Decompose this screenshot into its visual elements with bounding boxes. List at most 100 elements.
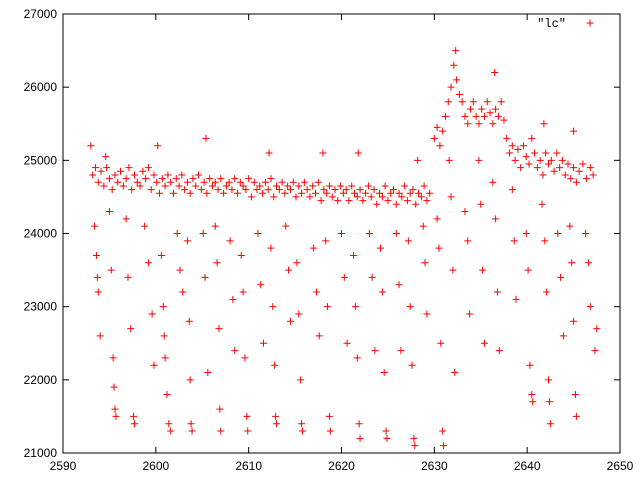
data-point: [202, 134, 210, 142]
data-point: [265, 149, 273, 157]
data-points: [87, 47, 601, 450]
data-point: [566, 222, 574, 230]
data-point: [557, 273, 565, 281]
data-point: [105, 208, 113, 216]
data-point: [477, 200, 485, 208]
data-point: [179, 288, 187, 296]
data-point: [382, 427, 390, 435]
data-point: [412, 200, 420, 208]
data-point: [439, 427, 447, 435]
data-point: [91, 222, 99, 230]
data-point: [483, 98, 491, 106]
data-point: [378, 288, 386, 296]
data-point: [144, 259, 152, 267]
data-point: [342, 186, 350, 194]
data-point: [324, 303, 332, 311]
data-point: [364, 182, 372, 190]
data-point: [334, 197, 342, 205]
data-point: [355, 420, 363, 428]
data-point: [350, 251, 358, 259]
data-point: [495, 347, 503, 355]
data-point: [522, 230, 530, 237]
y-tick-label: 25000: [24, 153, 58, 167]
data-point: [371, 347, 379, 355]
data-point: [397, 347, 405, 355]
data-point: [494, 112, 502, 120]
data-point: [245, 175, 253, 183]
y-tick-label: 24000: [24, 227, 58, 241]
data-point: [236, 178, 244, 186]
data-point: [284, 182, 292, 190]
data-point: [500, 116, 508, 124]
data-point: [306, 193, 314, 201]
data-point: [278, 178, 286, 186]
data-point: [508, 142, 516, 150]
data-point: [189, 175, 197, 183]
data-point: [167, 178, 175, 186]
data-point: [353, 354, 361, 362]
data-point: [231, 347, 239, 355]
data-point: [395, 281, 403, 289]
data-point: [383, 434, 391, 442]
x-tick-label: 2600: [142, 459, 169, 473]
data-point: [575, 167, 583, 175]
data-point: [545, 398, 553, 406]
data-point: [225, 178, 233, 186]
data-point: [164, 171, 172, 179]
data-point: [150, 171, 158, 179]
data-point: [567, 175, 575, 183]
data-point: [409, 186, 417, 194]
data-point: [584, 259, 592, 267]
data-point: [586, 303, 594, 311]
data-point: [348, 182, 356, 190]
data-point: [401, 182, 409, 190]
data-point: [208, 182, 216, 190]
data-point: [267, 244, 275, 252]
data-point: [370, 186, 378, 194]
data-point: [315, 332, 323, 340]
data-point: [398, 193, 406, 201]
data-point: [546, 420, 554, 428]
x-axis: 2590 2600 2610 2620 2630 2640 2650: [50, 14, 634, 473]
data-point: [259, 189, 267, 197]
data-point: [421, 259, 429, 267]
data-point: [270, 193, 278, 201]
data-point: [211, 222, 219, 230]
legend-marker: [586, 19, 594, 27]
data-point: [192, 182, 200, 190]
data-point: [197, 186, 205, 194]
x-tick-label: 2650: [607, 459, 634, 473]
data-point: [492, 215, 500, 223]
data-point: [286, 317, 294, 325]
data-point: [542, 149, 550, 157]
data-point: [261, 178, 269, 186]
data-point: [559, 332, 567, 340]
data-point: [328, 193, 336, 201]
data-point: [331, 186, 339, 194]
data-point: [231, 175, 239, 183]
data-point: [451, 369, 459, 377]
data-point: [105, 175, 113, 183]
data-point: [387, 189, 395, 197]
data-point: [480, 339, 488, 347]
data-point: [531, 149, 539, 157]
data-point: [417, 193, 425, 201]
data-point: [124, 273, 132, 281]
data-point: [489, 120, 497, 128]
data-point: [130, 420, 138, 428]
data-point: [522, 153, 530, 161]
data-point: [437, 339, 445, 347]
data-point: [103, 164, 111, 172]
data-point: [130, 412, 138, 420]
data-point: [356, 186, 364, 194]
data-point: [158, 175, 166, 183]
legend-label: "lc": [537, 17, 566, 31]
data-point: [586, 164, 594, 172]
data-point: [295, 310, 303, 318]
data-point: [529, 398, 537, 406]
data-point: [215, 325, 223, 333]
data-point: [392, 200, 400, 208]
data-point: [571, 390, 579, 398]
data-point: [572, 412, 580, 420]
data-point: [92, 251, 100, 259]
